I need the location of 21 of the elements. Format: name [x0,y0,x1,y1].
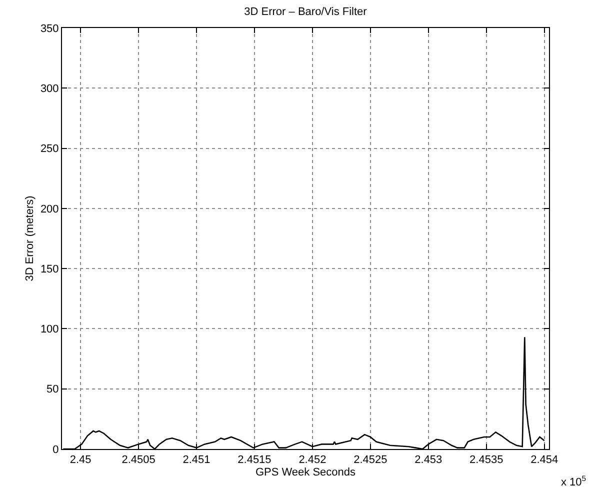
y-axis-title: 3D Error (meters) [24,196,36,282]
y-tick-label: 0 [52,444,59,456]
x-tick-label: 2.4515 [238,454,272,466]
x-tick-label: 2.452 [298,454,326,466]
x-axis-title: GPS Week Seconds [255,466,356,478]
x-tick-label: 2.4525 [354,454,388,466]
y-tick-label: 100 [40,324,59,336]
y-tick-label: 150 [40,263,59,276]
x-tick-label: 2.4535 [470,454,504,466]
y-tick-label: 250 [40,143,59,156]
x-tick-label: 2.45 [70,454,92,466]
text: x 10$^{5}$ [561,474,586,487]
y-tick-label: 50 [46,384,59,396]
x-tick-label: 2.454 [530,454,558,466]
chart-title: 3D Error – Baro/Vis Filter [244,6,368,18]
x-tick-label: 2.451 [182,454,210,466]
y-tick-label: 300 [40,82,59,95]
x-tick-label: 2.453 [414,454,442,466]
y-tick-label: 200 [40,203,59,216]
x-tick-label: 2.4505 [122,454,156,466]
y-tick-label: 350 [40,22,59,35]
